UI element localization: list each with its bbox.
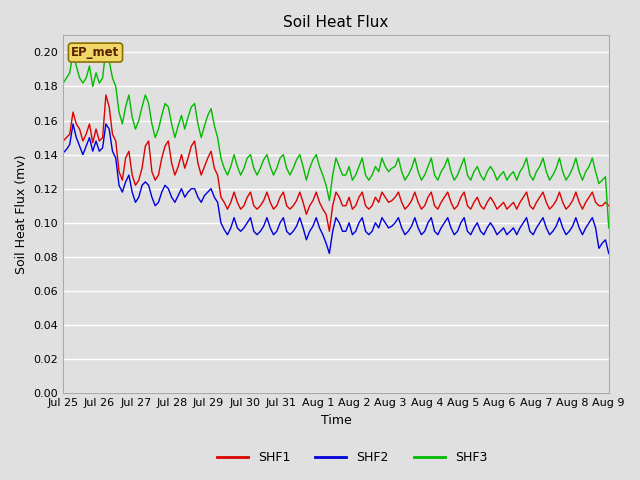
SHF2 — [424, 220, 432, 226]
SHF3 — [605, 225, 612, 231]
Title: Soil Heat Flux: Soil Heat Flux — [284, 15, 388, 30]
SHF3 — [421, 172, 429, 178]
SHF2 — [605, 251, 612, 256]
SHF1 — [339, 203, 346, 209]
SHF1 — [135, 177, 143, 183]
Line: SHF1: SHF1 — [63, 95, 609, 231]
SHF1 — [257, 203, 264, 209]
SHF2 — [60, 150, 67, 156]
SHF1 — [424, 194, 432, 200]
SHF1 — [605, 203, 612, 209]
Legend: SHF1, SHF2, SHF3: SHF1, SHF2, SHF3 — [212, 446, 492, 469]
SHF2 — [326, 251, 333, 256]
SHF1 — [138, 166, 146, 171]
SHF3 — [257, 166, 264, 171]
SHF2 — [138, 182, 146, 188]
SHF3 — [60, 80, 67, 86]
SHF2 — [257, 228, 264, 234]
SHF1 — [345, 194, 353, 200]
SHF2 — [339, 228, 346, 234]
Line: SHF3: SHF3 — [63, 49, 609, 228]
SHF1 — [60, 138, 67, 144]
X-axis label: Time: Time — [321, 414, 351, 427]
SHF3 — [102, 46, 109, 52]
SHF1 — [102, 92, 109, 98]
SHF2 — [69, 121, 77, 127]
SHF2 — [345, 220, 353, 226]
SHF3 — [138, 104, 146, 110]
SHF1 — [326, 228, 333, 234]
Y-axis label: Soil Heat Flux (mv): Soil Heat Flux (mv) — [15, 155, 28, 274]
Line: SHF2: SHF2 — [63, 124, 609, 253]
SHF3 — [342, 172, 349, 178]
SHF3 — [135, 118, 143, 123]
Text: EP_met: EP_met — [71, 46, 120, 59]
SHF3 — [335, 164, 343, 169]
SHF2 — [135, 194, 143, 200]
